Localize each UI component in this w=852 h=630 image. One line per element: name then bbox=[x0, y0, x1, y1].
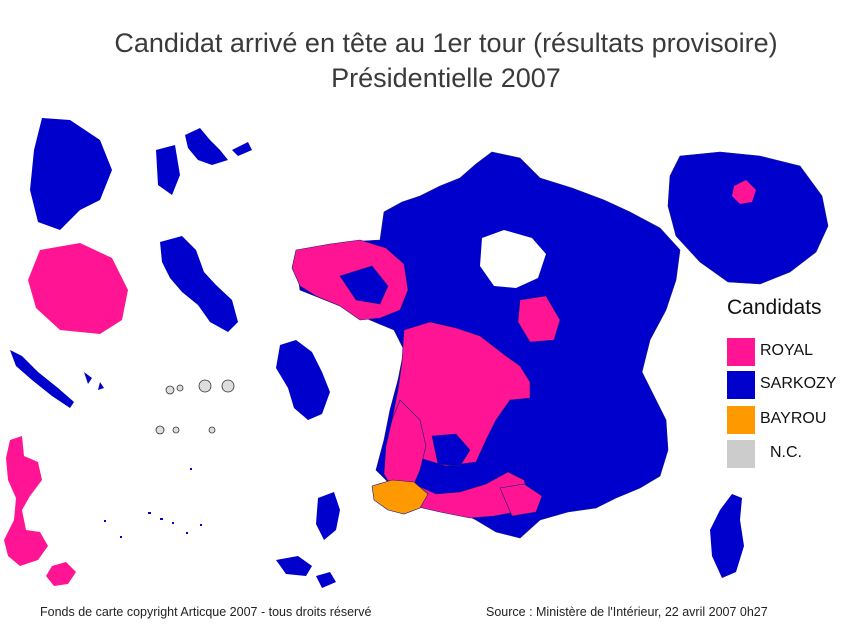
sud-ouest-sarkozy-dept[interactable] bbox=[431, 433, 471, 467]
footer-source: Source : Ministère de l'Intérieur, 22 av… bbox=[486, 605, 768, 619]
mayotte-region[interactable] bbox=[276, 340, 330, 420]
bretagne-sarkozy-dept[interactable] bbox=[339, 265, 389, 305]
saint-pierre-miquelon-region[interactable] bbox=[4, 436, 76, 586]
map-title: Candidat arrivé en tête au 1er tour (rés… bbox=[114, 28, 778, 58]
legend-title: Candidats bbox=[727, 296, 822, 319]
legend-label-nc: N.C. bbox=[770, 444, 802, 461]
guadeloupe-region[interactable] bbox=[156, 128, 252, 195]
languedoc-royal[interactable] bbox=[499, 483, 543, 517]
polynesie-islands bbox=[155, 379, 235, 435]
martinique-region[interactable] bbox=[160, 236, 238, 332]
small-ocean-island[interactable] bbox=[316, 492, 340, 540]
guyane-region[interactable] bbox=[30, 118, 112, 230]
pyrenees-atlantiques-bayrou[interactable] bbox=[371, 479, 429, 515]
pacific-small-islands bbox=[104, 468, 202, 538]
paris-area-white bbox=[480, 230, 546, 288]
nouvelle-caledonie-region[interactable] bbox=[10, 350, 104, 408]
wallis-futuna-region[interactable] bbox=[276, 556, 336, 588]
legend-swatch-sarkozy bbox=[727, 371, 755, 399]
legend-label-sarkozy: SARKOZY bbox=[760, 375, 837, 392]
legend-swatch-nc bbox=[727, 440, 755, 468]
legend-label-royal: ROYAL bbox=[760, 342, 814, 359]
map-subtitle: Présidentielle 2007 bbox=[331, 63, 561, 93]
legend-swatch-royal bbox=[727, 338, 755, 366]
legend-swatch-bayrou bbox=[727, 406, 755, 434]
ile-de-france-inset[interactable] bbox=[667, 151, 829, 285]
legend-label-bayrou: BAYROU bbox=[760, 410, 827, 427]
limousin-royal[interactable] bbox=[517, 295, 561, 343]
reunion-region[interactable] bbox=[28, 243, 128, 334]
corse-region[interactable] bbox=[710, 494, 744, 578]
footer-copyright: Fonds de carte copyright Articque 2007 -… bbox=[40, 605, 372, 619]
paris-royal[interactable] bbox=[732, 180, 756, 204]
